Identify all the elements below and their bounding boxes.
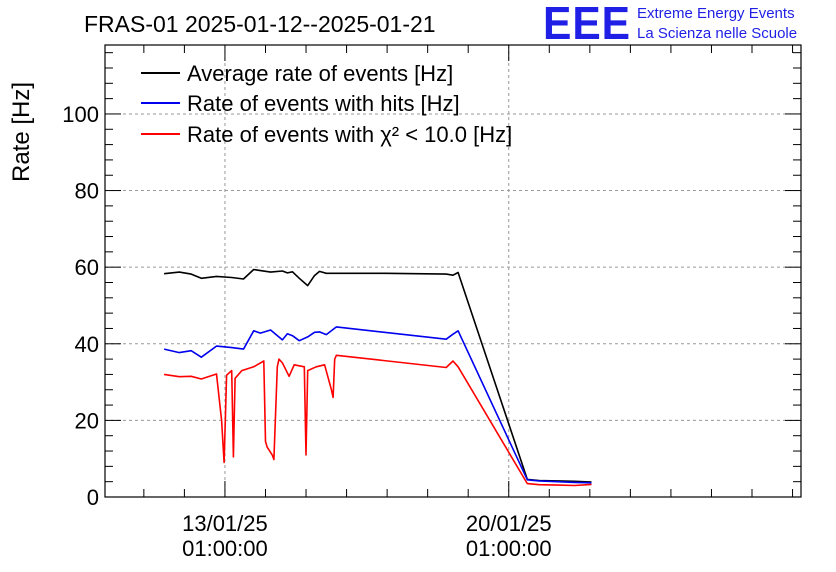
plot-frame [104, 44, 802, 498]
eee-logo-line1: Extreme Energy Events [637, 5, 795, 22]
y-tick-label: 0 [87, 485, 99, 510]
eee-logo: EEE Extreme Energy Events La Scienza nel… [543, 0, 797, 49]
legend-label-chi2: Rate of events with χ² < 10.0 [Hz] [187, 122, 512, 147]
legend-label-average: Average rate of events [Hz] [187, 61, 453, 86]
axes: 02040608010013/01/2501:00:0020/01/2501:0… [62, 44, 802, 561]
x-tick-time: 01:00:00 [182, 536, 268, 561]
legend: Average rate of events [Hz] Rate of even… [141, 61, 512, 147]
series-line-0 [164, 268, 592, 483]
series-line-1 [163, 326, 592, 484]
series-line-2 [163, 354, 592, 487]
x-tick-date: 13/01/25 [182, 511, 268, 536]
x-tick-time: 01:00:00 [466, 536, 552, 561]
x-tick-date: 20/01/25 [466, 511, 552, 536]
legend-label-hits: Rate of events with hits [Hz] [187, 91, 460, 116]
y-tick-label: 80 [75, 179, 99, 204]
series-lines [163, 268, 592, 487]
eee-logo-mark: EEE [543, 0, 631, 49]
y-tick-label: 40 [75, 332, 99, 357]
eee-logo-line2: La Scienza nelle Scuole [637, 25, 797, 42]
chart-title: FRAS-01 2025-01-12--2025-01-21 [84, 11, 436, 37]
y-tick-label: 20 [75, 408, 99, 433]
y-tick-label: 100 [62, 102, 99, 127]
y-axis-label: Rate [Hz] [8, 82, 35, 182]
y-tick-label: 60 [75, 255, 99, 280]
